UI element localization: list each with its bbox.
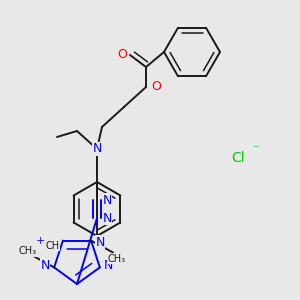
Text: N: N xyxy=(40,259,50,272)
Text: O: O xyxy=(117,49,127,62)
Text: N: N xyxy=(102,194,112,206)
Text: Cl: Cl xyxy=(231,151,245,165)
Text: O: O xyxy=(151,80,161,94)
Text: ⁻: ⁻ xyxy=(252,143,258,157)
Text: CH₃: CH₃ xyxy=(107,254,125,264)
Text: N: N xyxy=(95,236,105,249)
Text: N: N xyxy=(102,212,112,224)
Text: CH: CH xyxy=(46,241,60,250)
Text: N: N xyxy=(92,142,102,155)
Text: N: N xyxy=(104,259,113,272)
Text: +: + xyxy=(35,236,45,246)
Text: CH₃: CH₃ xyxy=(18,246,36,256)
